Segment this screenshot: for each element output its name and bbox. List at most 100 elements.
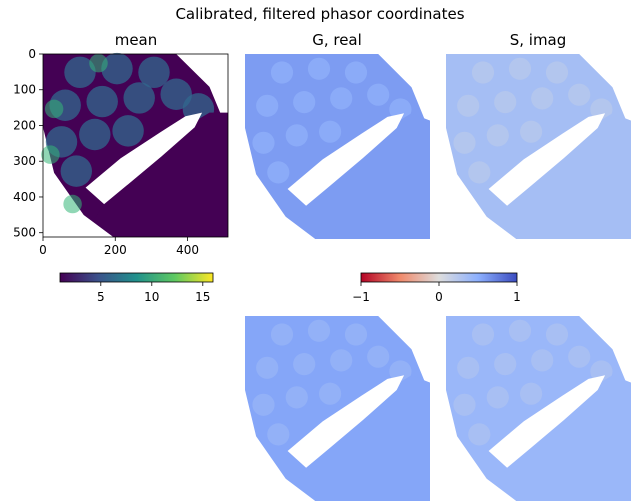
panel-title-mean: mean [115, 31, 158, 49]
lower-region [497, 113, 631, 239]
masked-streak [287, 375, 405, 468]
cell-texture [79, 118, 111, 151]
cell-texture [285, 386, 308, 409]
cell-texture [138, 56, 170, 89]
phasor-colorbar-ticks: −1 0 1 [352, 282, 521, 304]
cell-texture [256, 94, 279, 117]
y-tick-label: 400 [13, 190, 36, 204]
x-tick-label: 0 [39, 243, 47, 257]
cell-texture [531, 87, 554, 110]
mean-colorbar-ticks: 5 10 15 [97, 282, 210, 304]
cell-texture [590, 98, 613, 121]
cell-texture [520, 382, 543, 405]
cell-texture [494, 353, 517, 376]
mean-colorbar: 5 10 15 [59, 272, 214, 304]
cell-texture [367, 345, 390, 368]
cell-texture [270, 323, 294, 346]
cell-texture [494, 91, 517, 114]
cell-texture [457, 94, 480, 117]
mean-axes-frame [42, 53, 229, 238]
lower-region [296, 375, 430, 501]
cell-texture [468, 423, 491, 446]
x-tick-label: 200 [104, 243, 127, 257]
cell-texture [256, 356, 279, 379]
cell-texture [330, 87, 353, 110]
cell-texture [344, 61, 368, 84]
cell-texture [486, 386, 509, 409]
lower-region [497, 375, 631, 501]
cell-texture [568, 83, 591, 106]
phasor-colorbar-gradient [360, 272, 518, 283]
cell-texture [293, 353, 316, 376]
x-tick-label: 400 [176, 243, 199, 257]
figure-suptitle: Calibrated, filtered phasor coordinates [175, 5, 464, 23]
y-tick-label: 200 [13, 118, 36, 132]
cell-texture [267, 161, 290, 184]
mean-intensity-image [41, 52, 228, 237]
cell-texture [508, 57, 532, 80]
mean-colorbar-gradient [59, 272, 214, 283]
cell-texture [123, 82, 155, 114]
cell-texture [285, 124, 308, 147]
cell-texture [453, 131, 476, 154]
panel-title-s-imag: S, imag [510, 31, 567, 49]
cell-texture [457, 356, 480, 379]
masked-streak [85, 112, 203, 205]
cell-texture [344, 323, 368, 346]
mean-colorbar-tick-label: 10 [144, 290, 159, 304]
s-imag-image [446, 54, 631, 239]
y-tick-label: 100 [13, 83, 36, 97]
phasor-colorbar-tick-label: 0 [435, 290, 443, 304]
g-real-image-lower [245, 316, 430, 501]
cell-texture [112, 115, 144, 147]
masked-streak [488, 375, 606, 468]
mean-axes: 0 200 400 0 100 200 300 400 500 [13, 47, 229, 257]
cell-texture [64, 56, 96, 89]
cell-texture [330, 349, 353, 372]
y-tick-label: 500 [13, 226, 36, 240]
cell-texture [319, 120, 342, 143]
cell-texture [568, 345, 591, 368]
cell-texture [86, 85, 118, 118]
masked-streak [488, 113, 606, 206]
cell-texture [293, 91, 316, 114]
phasor-colorbar: −1 0 1 [352, 272, 521, 304]
cell-texture [531, 349, 554, 372]
phasor-colorbar-tick-label: 1 [513, 290, 521, 304]
masked-streak [287, 113, 405, 206]
cell-texture [60, 155, 93, 187]
bright-spot [41, 145, 60, 164]
cell-texture [590, 360, 613, 383]
cell-texture [471, 61, 495, 84]
bright-spot [44, 99, 64, 119]
bright-spot [89, 53, 108, 73]
mean-colorbar-tick-label: 15 [195, 290, 210, 304]
cell-texture [545, 323, 569, 346]
phasor-colorbar-tick-label: −1 [352, 290, 370, 304]
cell-texture [520, 120, 543, 143]
cell-texture [389, 360, 412, 383]
g-real-image [245, 54, 430, 239]
cell-texture [389, 98, 412, 121]
cell-texture [468, 161, 491, 184]
cell-texture [267, 423, 290, 446]
cell-texture [453, 393, 476, 416]
cell-texture [270, 61, 294, 84]
s-imag-image-lower [446, 316, 631, 501]
cell-texture [508, 319, 532, 342]
cell-texture [252, 131, 275, 154]
cell-texture [307, 57, 331, 80]
cell-texture [101, 52, 133, 85]
cell-texture [319, 382, 342, 405]
cell-texture [252, 393, 275, 416]
panel-title-g-real: G, real [312, 31, 362, 49]
cell-texture [486, 124, 509, 147]
cell-texture [545, 61, 569, 84]
mean-colorbar-tick-label: 5 [97, 290, 105, 304]
cell-texture [471, 323, 495, 346]
y-tick-label: 300 [13, 154, 36, 168]
lower-region [296, 113, 430, 239]
y-tick-label: 0 [28, 47, 36, 61]
bright-spot [63, 194, 82, 214]
